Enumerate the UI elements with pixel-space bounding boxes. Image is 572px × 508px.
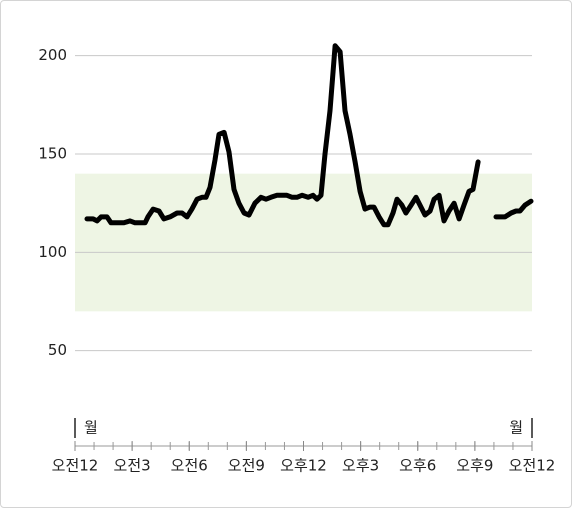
x-tick-label: 오전6 bbox=[171, 457, 208, 475]
x-tick-label: 오후3 bbox=[342, 457, 379, 475]
x-tick-label: 오전9 bbox=[228, 457, 265, 475]
x-tick-label: 오후9 bbox=[456, 457, 493, 475]
x-tick-label: 오후6 bbox=[399, 457, 436, 475]
x-tick-label: 오후12 bbox=[280, 457, 327, 475]
day-label: 월 bbox=[509, 419, 523, 437]
x-tick-label: 오전12 bbox=[52, 457, 99, 475]
x-tick-label: 오전12 bbox=[509, 457, 556, 475]
x-tick-label: 오전3 bbox=[114, 457, 151, 475]
y-tick-label: 150 bbox=[38, 145, 67, 163]
y-tick-label: 50 bbox=[48, 341, 67, 359]
day-label: 월 bbox=[84, 419, 98, 437]
y-tick-label: 200 bbox=[38, 46, 67, 64]
y-tick-label: 100 bbox=[38, 243, 67, 261]
glucose-line bbox=[84, 43, 534, 228]
